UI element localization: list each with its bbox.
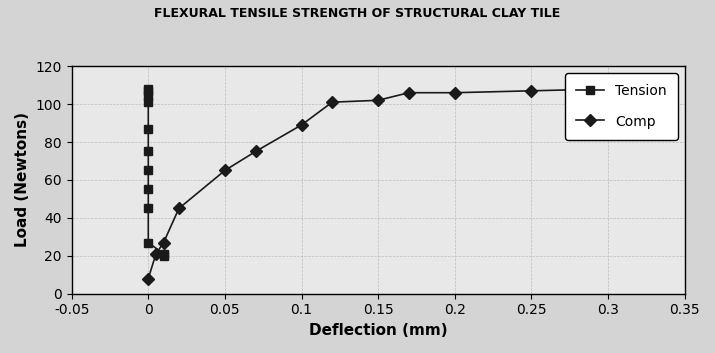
Comp [144,276,152,281]
Legend: Tension, Comp: Tension, Comp [565,73,678,140]
Comp [405,91,413,95]
Comp [374,98,383,102]
X-axis label: Deflection (mm): Deflection (mm) [309,323,448,338]
Tension [144,187,152,192]
Tension [144,168,152,173]
Tension [159,254,168,258]
Comp [251,149,260,154]
Comp [159,240,168,245]
Tension [144,100,152,104]
Tension [144,89,152,93]
Tension [159,252,168,256]
Tension [144,149,152,154]
Comp [450,91,459,95]
Text: FLEXURAL TENSILE STRENGTH OF STRUCTURAL CLAY TILE: FLEXURAL TENSILE STRENGTH OF STRUCTURAL … [154,7,561,20]
Line: Comp: Comp [144,85,612,283]
Comp [603,87,612,91]
Comp [297,123,306,127]
Comp [174,206,183,210]
Tension [144,94,152,98]
Tension [144,206,152,210]
Comp [328,100,337,104]
Tension [144,240,152,245]
Comp [152,252,160,256]
Comp [527,89,536,93]
Y-axis label: Load (Newtons): Load (Newtons) [15,113,30,247]
Comp [221,168,230,173]
Tension [144,87,152,91]
Tension [144,127,152,131]
Line: Tension: Tension [144,85,168,260]
